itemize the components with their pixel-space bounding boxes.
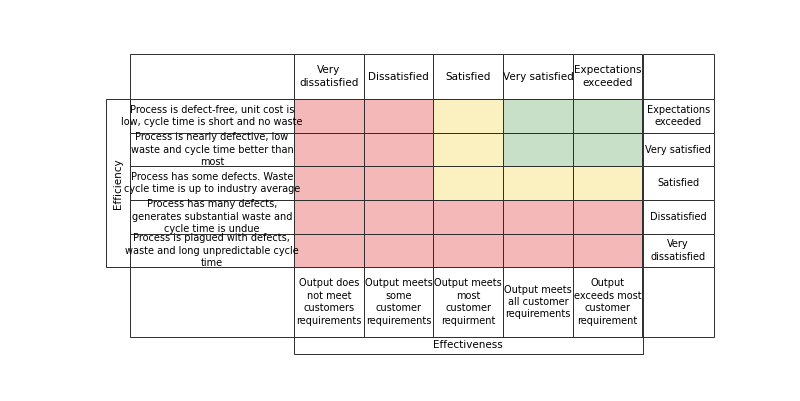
Bar (294, 166, 364, 200)
Text: Process is nearly defective, low
waste and cycle time better than
most: Process is nearly defective, low waste a… (130, 132, 294, 167)
Bar (573, 267, 642, 337)
Text: Satisfied: Satisfied (446, 72, 491, 82)
Bar (364, 234, 434, 267)
Bar (573, 99, 642, 133)
Bar (573, 166, 642, 200)
Bar (294, 54, 364, 99)
Bar (503, 234, 573, 267)
Bar (503, 99, 573, 133)
Bar (434, 267, 503, 337)
Bar (294, 200, 364, 234)
Bar (642, 200, 714, 234)
Bar (573, 234, 642, 267)
Bar (364, 54, 434, 99)
Bar (573, 133, 642, 166)
Text: Expectations
exceeded: Expectations exceeded (646, 105, 710, 127)
Text: Process is plagued with defects,
waste and long unpredictable cycle
time: Process is plagued with defects, waste a… (125, 233, 298, 268)
Bar (503, 133, 573, 166)
Bar (130, 99, 294, 133)
Text: Efficiency: Efficiency (113, 158, 123, 209)
Bar (642, 54, 714, 99)
Bar (130, 166, 294, 200)
Bar (573, 54, 642, 99)
Bar (364, 99, 434, 133)
Bar (294, 234, 364, 267)
Bar (364, 200, 434, 234)
Bar (573, 200, 642, 234)
Text: Very
dissatisfied: Very dissatisfied (299, 65, 358, 88)
Text: Effectiveness: Effectiveness (434, 340, 503, 350)
Bar (294, 267, 364, 337)
Text: Process has some defects. Waste
cycle time is up to industry average: Process has some defects. Waste cycle ti… (124, 172, 300, 194)
Bar (434, 99, 503, 133)
Bar (130, 234, 294, 267)
Bar (294, 99, 364, 133)
Bar (434, 54, 503, 99)
Bar (503, 54, 573, 99)
Bar (503, 166, 573, 200)
Text: Process has many defects,
generates substantial waste and
cycle time is undue: Process has many defects, generates subs… (132, 199, 292, 234)
Text: Dissatisfied: Dissatisfied (650, 212, 706, 222)
Bar (364, 267, 434, 337)
Bar (106, 99, 130, 267)
Bar (294, 133, 364, 166)
Text: Dissatisfied: Dissatisfied (368, 72, 429, 82)
Text: Very satisfied: Very satisfied (502, 72, 574, 82)
Bar (130, 200, 294, 234)
Bar (434, 166, 503, 200)
Bar (503, 200, 573, 234)
Bar (294, 337, 642, 354)
Text: Output meets
most
customer
requirment: Output meets most customer requirment (434, 278, 502, 326)
Text: Output
exceeds most
customer
requirement: Output exceeds most customer requirement (574, 278, 642, 326)
Bar (130, 133, 294, 166)
Bar (130, 267, 294, 337)
Bar (642, 234, 714, 267)
Bar (130, 54, 294, 99)
Text: Output does
not meet
customers
requirements: Output does not meet customers requireme… (296, 278, 362, 326)
Bar (642, 133, 714, 166)
Bar (434, 234, 503, 267)
Bar (434, 133, 503, 166)
Bar (503, 267, 573, 337)
Bar (642, 99, 714, 133)
Bar (364, 166, 434, 200)
Bar (642, 166, 714, 200)
Bar (364, 133, 434, 166)
Text: Expectations
exceeded: Expectations exceeded (574, 65, 642, 88)
Bar (642, 267, 714, 337)
Text: Satisfied: Satisfied (657, 178, 699, 188)
Text: Process is defect-free, unit cost is
low, cycle time is short and no waste: Process is defect-free, unit cost is low… (121, 105, 302, 127)
Bar (434, 200, 503, 234)
Text: Output meets
all customer
requirements: Output meets all customer requirements (504, 285, 572, 320)
Text: Very satisfied: Very satisfied (646, 144, 711, 154)
Text: Output meets
some
customer
requirements: Output meets some customer requirements (365, 278, 433, 326)
Text: Very
dissatisfied: Very dissatisfied (650, 239, 706, 262)
